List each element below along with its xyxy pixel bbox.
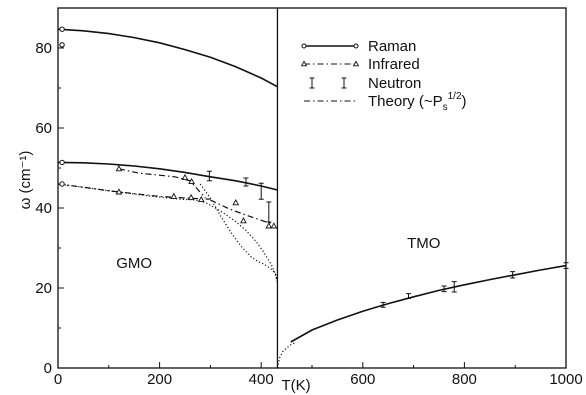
- series-1-curve-0: [118, 168, 206, 199]
- legend-item-0-marker-end: [353, 43, 359, 49]
- series-0-curve-0: [57, 28, 278, 88]
- series-1-point-7: [232, 199, 240, 206]
- points-layer: [59, 26, 569, 308]
- curves-layer: [57, 28, 567, 369]
- legend-item-2-label: Neutron: [368, 75, 421, 92]
- series-0-point-1: [59, 42, 65, 48]
- series-2-point-4: [380, 301, 386, 308]
- legend-item-3-subscript: s: [443, 102, 448, 113]
- series-3-curve-2: [276, 342, 295, 369]
- x-tick-label-400: 400: [249, 371, 274, 388]
- series-2-point-5: [406, 293, 412, 299]
- y-axis-label: ω (cm⁻¹): [17, 151, 34, 210]
- x-tick-label-600: 600: [350, 371, 375, 388]
- series-1-point-5: [187, 193, 195, 201]
- legend-item-1-marker-1: [352, 60, 360, 67]
- series-1-point-3: [115, 188, 123, 195]
- series-1-curve-1: [57, 183, 211, 200]
- legend-item-1-marker-0: [300, 60, 308, 67]
- series-4-curve-0: [290, 264, 567, 343]
- x-tick-label-200: 200: [147, 371, 172, 388]
- y-tick-label-20: 20: [35, 280, 52, 297]
- x-tick-label-0: 0: [54, 371, 62, 388]
- x-tick-label-1000: 1000: [549, 371, 582, 388]
- series-0-point-3: [59, 181, 65, 187]
- series-2-point-1: [243, 177, 249, 187]
- region-label-tmo: TMO: [407, 235, 440, 252]
- legend-item-2-marker-0: [309, 77, 315, 89]
- labels-layer: T(K) ω (cm⁻¹) GMO TMO: [17, 151, 440, 394]
- plot-border: [57, 7, 567, 369]
- series-1-point-10: [270, 222, 278, 229]
- series-2-point-7: [451, 281, 457, 293]
- series-2-point-8: [510, 271, 516, 279]
- y-tick-label-80: 80: [35, 40, 52, 57]
- x-tick-label-800: 800: [452, 371, 477, 388]
- legend-item-2-marker-1: [341, 77, 347, 89]
- series-2-point-9: [563, 262, 569, 269]
- series-3-curve-1: [199, 183, 279, 283]
- series-2-point-6: [441, 285, 447, 293]
- region-label-gmo: GMO: [116, 255, 152, 272]
- legend-item-3-close: ): [462, 93, 467, 110]
- y-tick-label-40: 40: [35, 200, 52, 217]
- x-axis-label: T(K): [281, 377, 310, 394]
- series-1-point-1: [181, 173, 189, 181]
- y-tick-label-0: 0: [44, 360, 52, 377]
- legend-item-3-label: Theory (~Ps1/2): [368, 91, 467, 113]
- legend-item-0-marker-start: [301, 43, 307, 49]
- series-1-point-0: [115, 165, 123, 172]
- legend-item-3-superscript: 1/2: [448, 91, 462, 102]
- series-2-point-0: [206, 170, 212, 182]
- legend-item-0-label: Raman: [368, 38, 416, 55]
- series-2-point-3: [266, 201, 272, 223]
- series-2-point-2: [258, 182, 264, 200]
- plot-frame: [57, 7, 567, 369]
- y-tick-label-60: 60: [35, 120, 52, 137]
- series-1-curve-2: [210, 199, 275, 225]
- ticks-layer: 0 200 400 600 800 1000 0 20 40 60 80: [35, 40, 582, 388]
- series-1-point-8: [240, 217, 247, 224]
- series-1-point-6: [197, 195, 205, 203]
- series-1-point-9: [265, 222, 273, 229]
- series-3-curve-0: [57, 183, 279, 283]
- series-0-curve-1: [57, 161, 278, 191]
- series-1-point-2: [188, 177, 195, 185]
- legend-item-1-label: Infrared: [368, 56, 420, 73]
- series-0-point-2: [59, 159, 65, 166]
- series-0-point-0: [59, 26, 65, 32]
- series-1-point-4: [170, 192, 178, 199]
